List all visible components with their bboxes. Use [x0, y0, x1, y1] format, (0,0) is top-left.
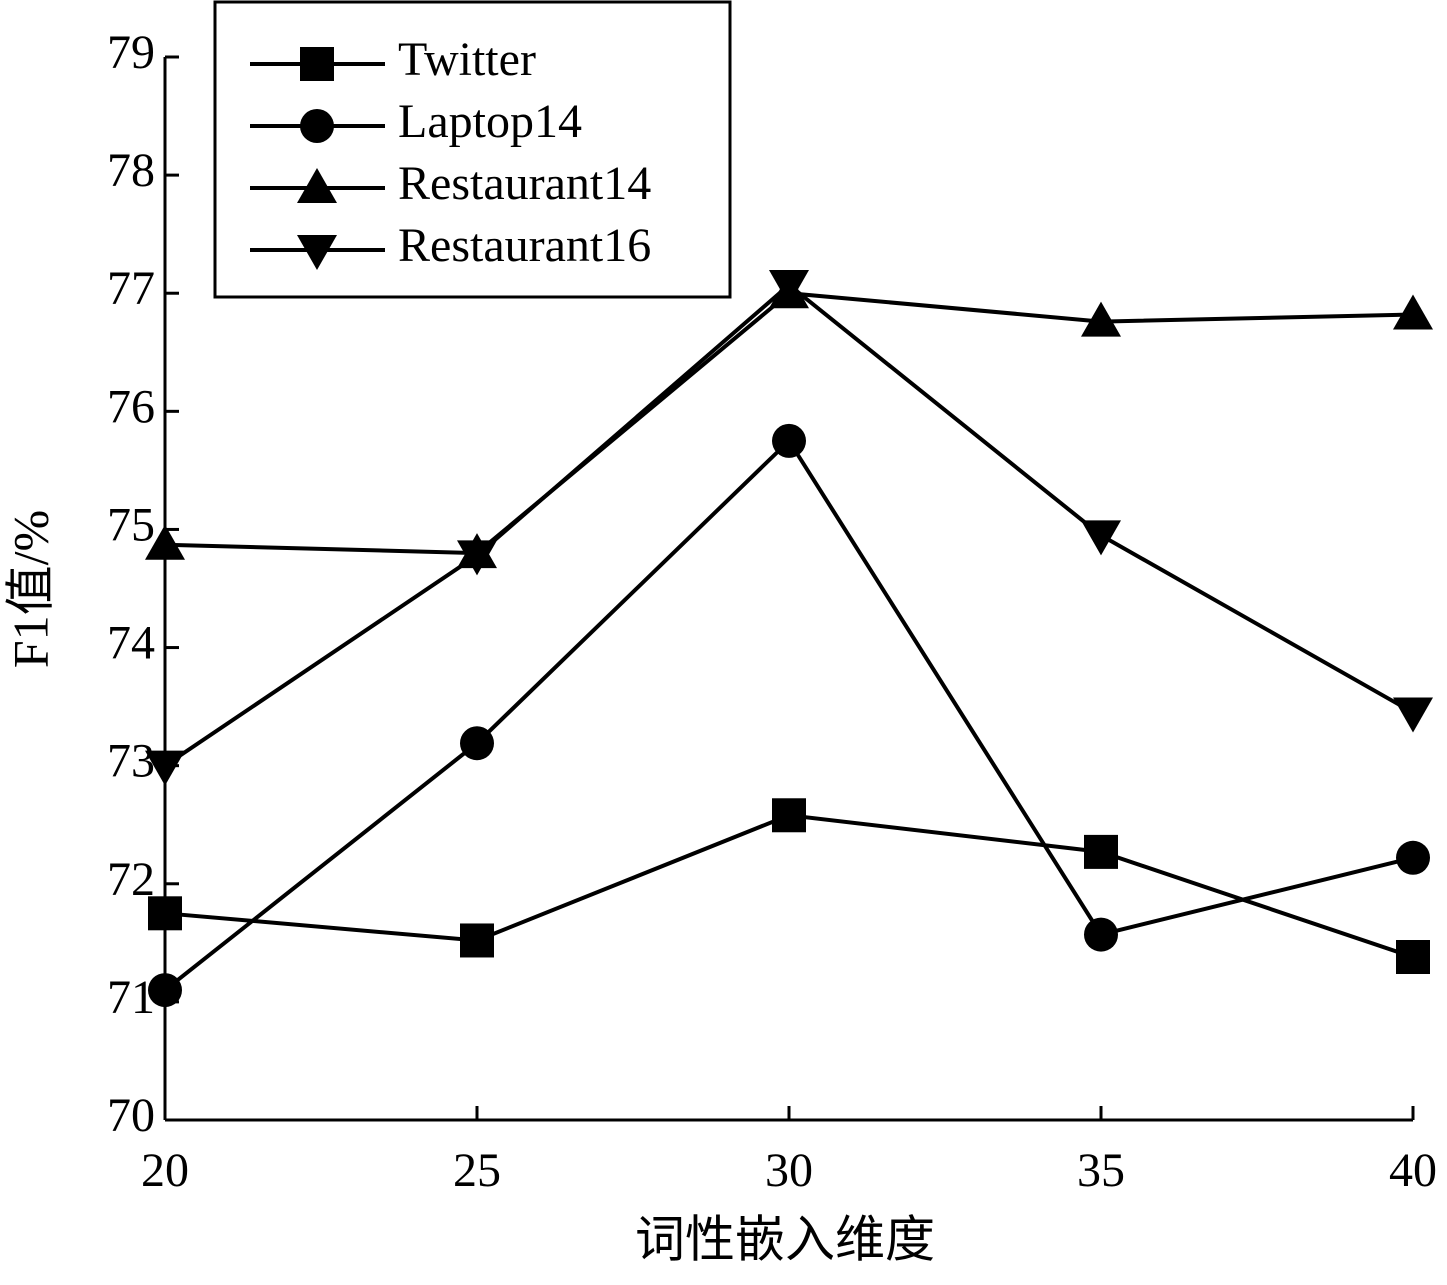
y-tick-label: 77 — [107, 262, 155, 315]
series-line — [163, 282, 1414, 768]
marker — [460, 726, 494, 761]
series-line — [163, 437, 1414, 992]
legend-label: Laptop14 — [398, 95, 582, 148]
x-tick-label: 20 — [141, 1144, 189, 1197]
y-tick-label: 72 — [107, 853, 155, 906]
marker — [772, 798, 806, 833]
x-tick-label: 40 — [1389, 1144, 1437, 1197]
x-tick-label: 30 — [765, 1144, 813, 1197]
series-line — [164, 291, 1414, 556]
marker — [772, 423, 806, 458]
legend-label: Restaurant16 — [398, 219, 651, 272]
y-tick-label: 79 — [107, 26, 155, 79]
marker — [769, 269, 809, 305]
marker — [1393, 697, 1433, 733]
x-tick-label: 25 — [453, 1144, 501, 1197]
series-line — [164, 813, 1414, 959]
marker — [1084, 834, 1118, 869]
marker — [300, 109, 334, 143]
marker — [300, 47, 334, 81]
y-tick-label: 74 — [107, 617, 155, 670]
marker — [297, 168, 337, 203]
y-tick-label: 75 — [107, 498, 155, 551]
marker — [457, 540, 497, 576]
legend-label: Twitter — [398, 33, 536, 86]
marker — [1396, 940, 1430, 975]
marker — [148, 973, 182, 1008]
marker — [1081, 520, 1121, 556]
marker — [460, 923, 494, 958]
y-tick-label: 76 — [107, 380, 155, 433]
marker — [148, 896, 182, 931]
x-axis-label: 词性嵌入维度 — [635, 1211, 935, 1267]
x-tick-label: 35 — [1077, 1144, 1125, 1197]
marker — [1081, 301, 1121, 337]
marker — [297, 235, 337, 270]
marker — [1396, 840, 1430, 875]
marker — [145, 750, 185, 786]
legend-label: Restaurant14 — [398, 157, 651, 210]
y-tick-label: 70 — [107, 1089, 155, 1142]
y-tick-label: 78 — [107, 144, 155, 197]
marker — [145, 524, 185, 560]
marker — [1084, 917, 1118, 952]
y-tick-label: 71 — [107, 971, 155, 1024]
marker — [1393, 294, 1433, 330]
y-axis-label: F1值/% — [2, 510, 58, 668]
y-tick-label: 73 — [107, 735, 155, 788]
